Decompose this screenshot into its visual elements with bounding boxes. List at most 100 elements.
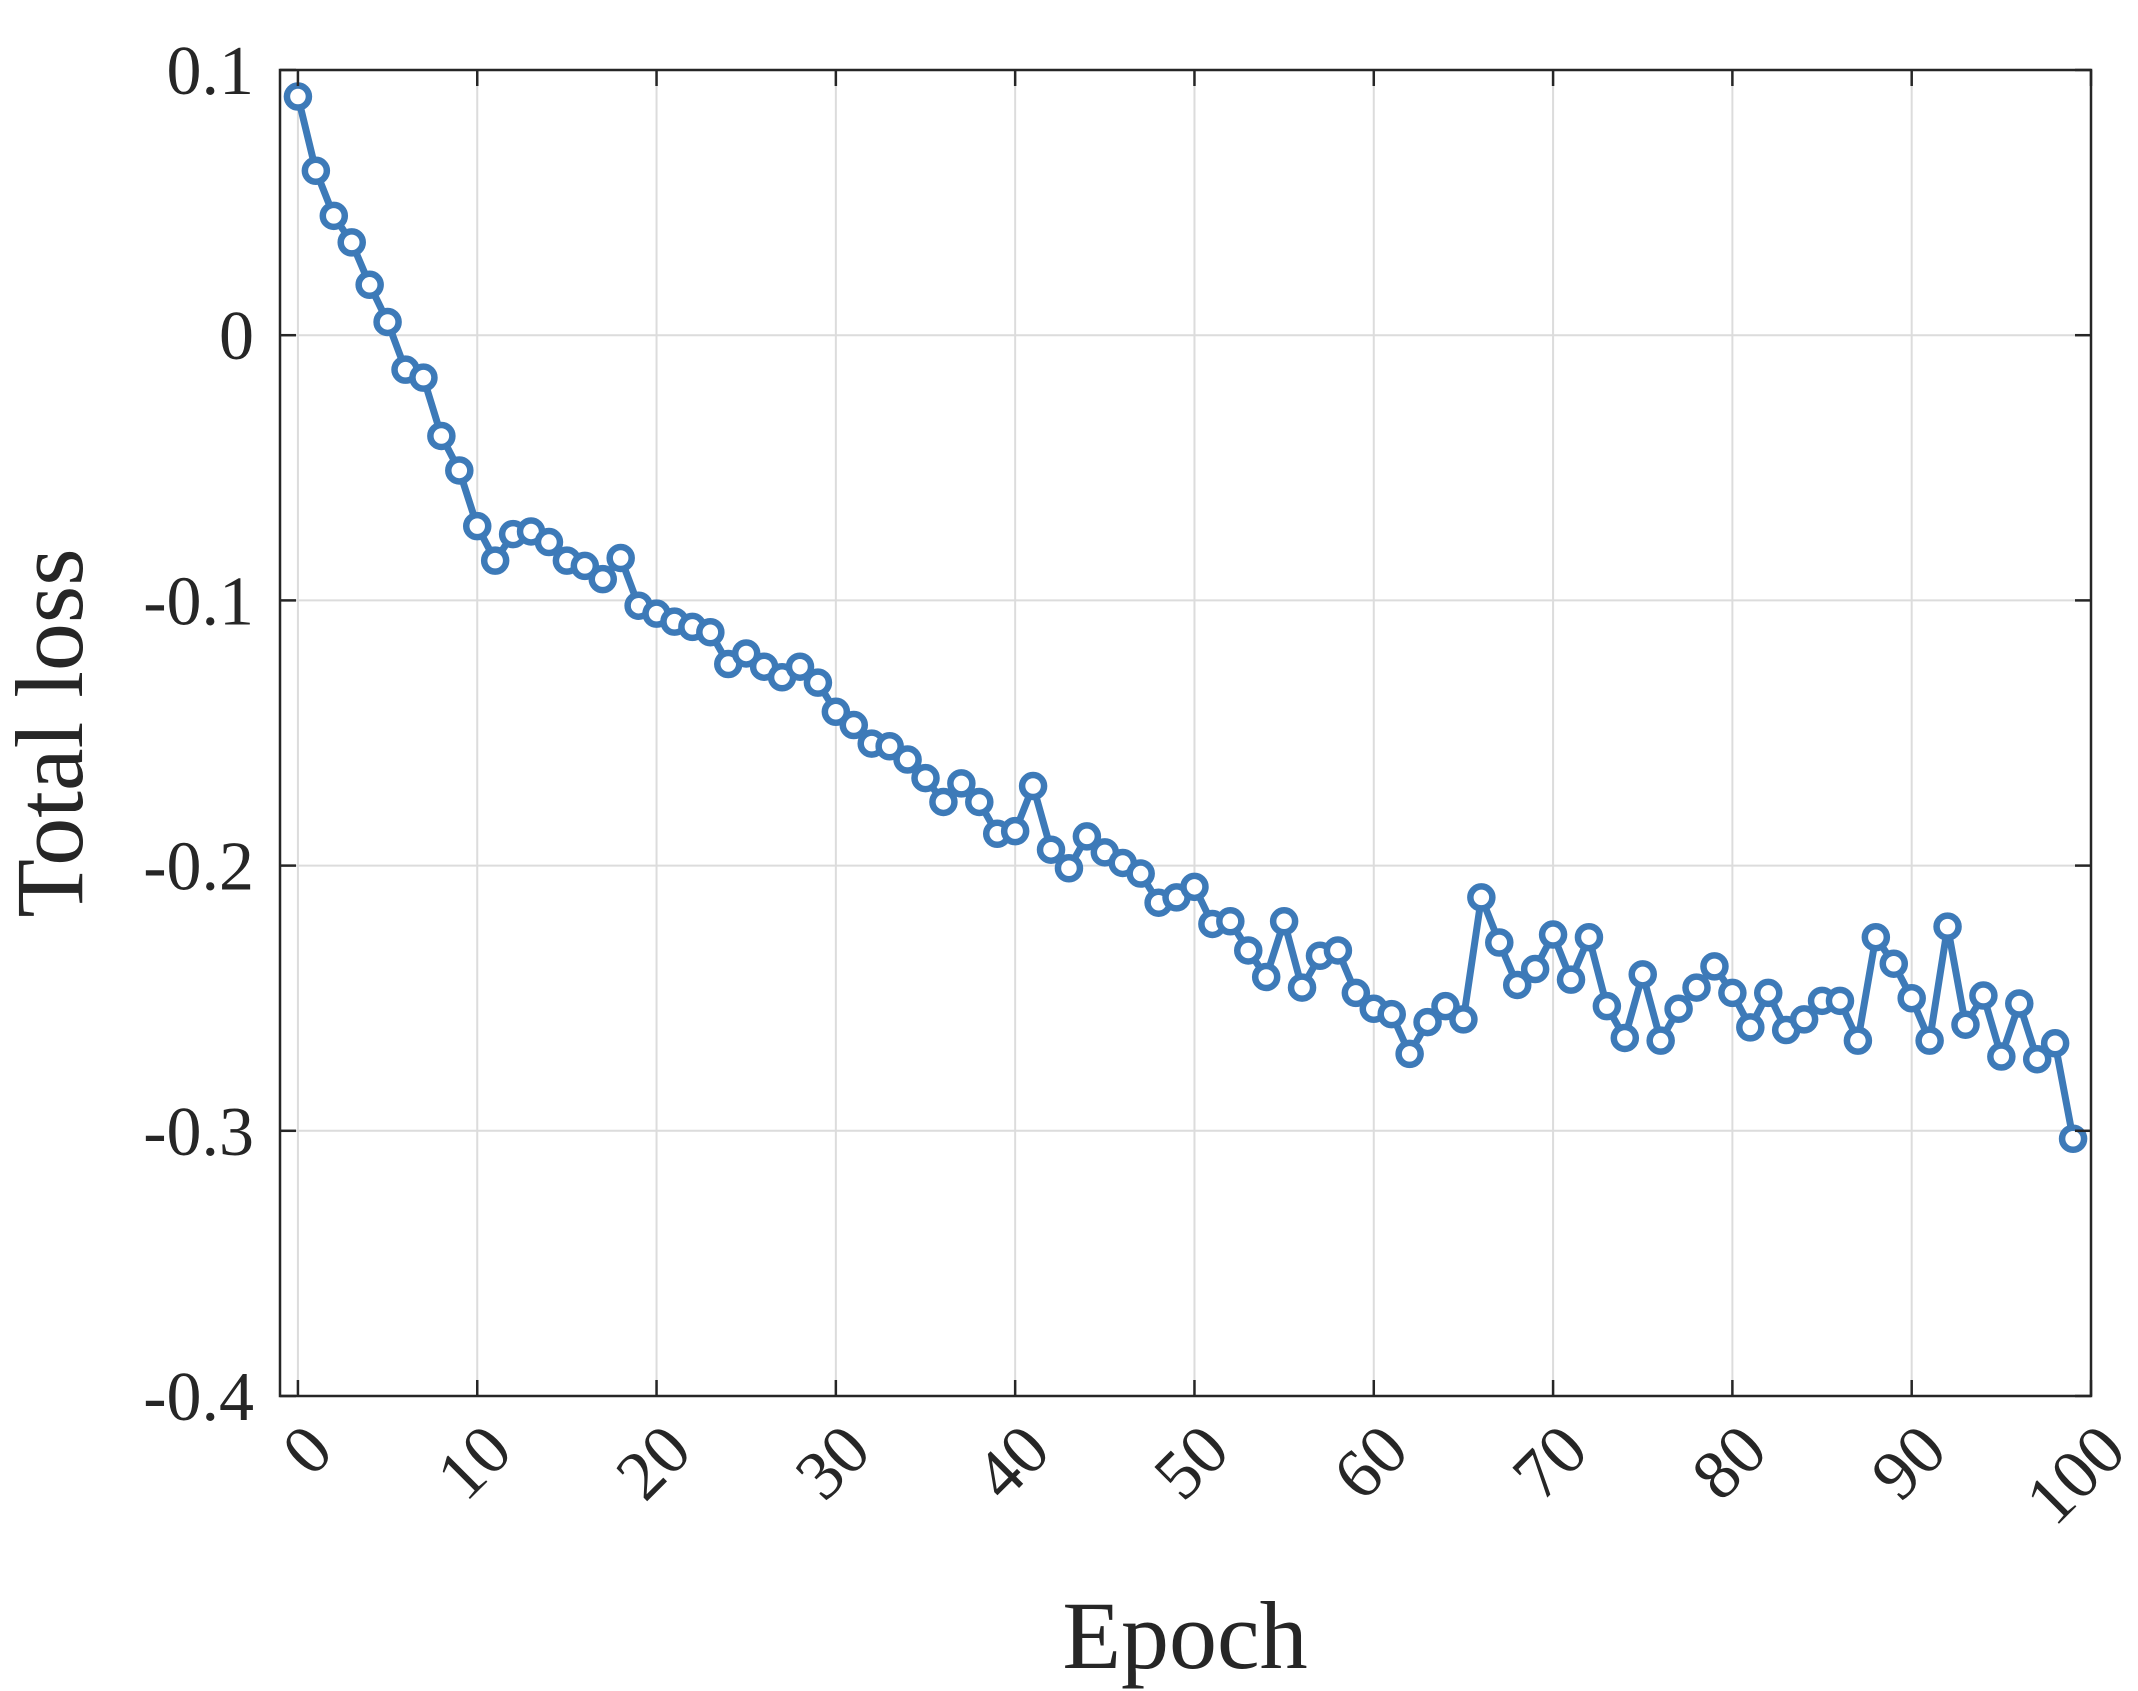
data-point (283, 82, 313, 111)
data-point (1234, 936, 1263, 965)
data-point (1036, 835, 1066, 864)
data-point (2005, 989, 2034, 1018)
data-point (1018, 771, 1048, 801)
data-point (1467, 883, 1496, 912)
data-point (337, 228, 366, 257)
data-point (1538, 920, 1568, 949)
data-point (534, 527, 564, 557)
y-axis-label: Total loss (0, 548, 103, 917)
data-point (929, 787, 958, 817)
data-point (1951, 1010, 1980, 1039)
data-point (1753, 978, 1783, 1008)
plot-frame (278, 68, 2093, 1398)
data-point (427, 421, 456, 451)
data-point (1502, 970, 1532, 1000)
data-point (1449, 1005, 1478, 1034)
y-tick-label: 0.1 (167, 33, 255, 110)
data-point (1825, 986, 1855, 1016)
data-point (1592, 991, 1622, 1021)
data-point (696, 617, 725, 647)
data-point (1251, 962, 1281, 992)
data-point (803, 668, 833, 697)
data-point (1664, 994, 1693, 1024)
y-tick-label: -0.4 (143, 1359, 254, 1436)
data-point (355, 270, 384, 300)
x-tick-label: 50 (1140, 1411, 1244, 1515)
data-point (1287, 973, 1317, 1002)
data-point (1933, 912, 1962, 941)
data-point (1000, 816, 1030, 846)
data-point (301, 156, 331, 186)
data-point (588, 564, 618, 594)
x-tick-label: 20 (602, 1411, 706, 1515)
x-tick-label: 80 (1678, 1411, 1782, 1515)
y-tick-label: -0.1 (143, 563, 254, 640)
x-axis-label: Epoch (1062, 1582, 1307, 1689)
data-point (1789, 1005, 1819, 1034)
x-tick-label: 60 (1319, 1411, 1423, 1515)
plot-background (280, 70, 2091, 1396)
data-point (409, 363, 438, 392)
series-layer (283, 82, 2088, 1154)
y-tick-label: -0.2 (143, 829, 254, 906)
data-point (319, 201, 349, 231)
x-tick-label: 40 (960, 1411, 1064, 1515)
data-point (2058, 1124, 2088, 1154)
data-point (445, 456, 474, 485)
data-point (1879, 949, 1909, 978)
data-point (462, 511, 492, 541)
data-point (947, 769, 976, 798)
x-tick-label: 90 (1857, 1411, 1961, 1515)
data-point (731, 639, 761, 668)
data-point (1180, 872, 1209, 902)
data-point (1126, 859, 1155, 888)
data-point (1520, 954, 1550, 984)
data-point (1216, 907, 1245, 936)
data-point (875, 732, 904, 761)
x-tick-label: 70 (1498, 1411, 1602, 1515)
data-point (1413, 1007, 1442, 1037)
data-point (911, 763, 940, 793)
data-point (1969, 981, 1998, 1010)
x-tick-label: 10 (423, 1411, 527, 1515)
x-tick-label: 100 (2012, 1411, 2138, 1540)
data-point (821, 697, 851, 727)
data-point (1485, 928, 1514, 957)
data-point (1628, 960, 1657, 989)
data-point (1323, 936, 1353, 965)
y-tick-label: -0.3 (143, 1094, 254, 1171)
data-point (2022, 1044, 2052, 1074)
y-tick-label: 0 (219, 298, 254, 375)
data-point (893, 745, 922, 774)
data-point (1987, 1042, 2016, 1071)
data-point (1431, 991, 1460, 1021)
data-point (965, 787, 994, 817)
data-point (1054, 854, 1084, 883)
data-point (1897, 983, 1926, 1013)
data-point (1843, 1026, 1873, 1055)
data-point (1395, 1039, 1424, 1069)
data-point (1736, 1013, 1765, 1042)
data-point (1574, 922, 1604, 952)
data-point (373, 307, 402, 337)
data-point (1861, 922, 1891, 952)
data-point (1915, 1026, 1944, 1055)
data-point (1718, 978, 1747, 1008)
data-point (1269, 907, 1299, 936)
data-point (839, 710, 869, 740)
data-point (2040, 1029, 2070, 1058)
data-point (1556, 965, 1586, 994)
data-point (480, 546, 510, 575)
data-point (1610, 1023, 1640, 1053)
data-point (785, 652, 815, 681)
x-tick-label: 0 (268, 1411, 347, 1490)
x-tick-label: 30 (781, 1411, 885, 1515)
data-point (606, 543, 635, 573)
data-point (1072, 822, 1102, 851)
data-point (570, 551, 600, 581)
tick-marks (280, 68, 2093, 1398)
data-point (1646, 1026, 1675, 1055)
data-point (1341, 978, 1371, 1008)
data-point (1700, 952, 1729, 981)
